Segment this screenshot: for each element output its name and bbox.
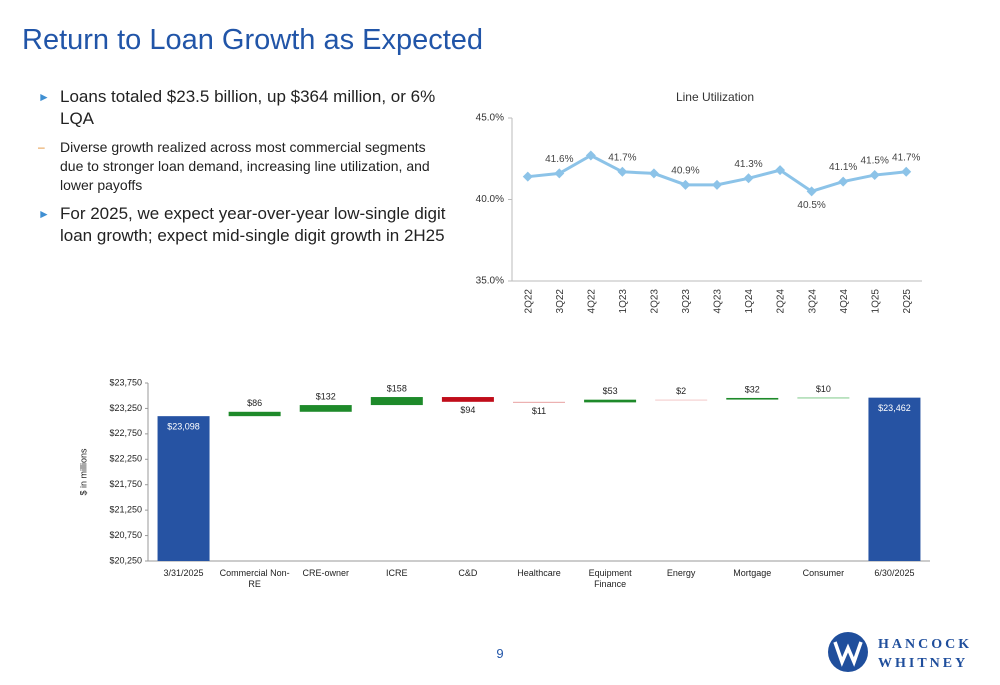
x-tick-label: CRE-owner	[302, 568, 349, 578]
data-label: 41.7%	[608, 152, 636, 163]
data-label: 41.5%	[861, 156, 889, 167]
point	[680, 179, 691, 190]
y-tick-label: $23,250	[109, 403, 142, 413]
point	[743, 173, 754, 184]
bar	[655, 399, 708, 401]
bar	[441, 397, 494, 402]
x-tick-label: 4Q23	[713, 289, 724, 314]
logo-w	[833, 641, 863, 667]
chart-title: Line Utilization	[676, 90, 754, 104]
data-label: 41.3%	[734, 159, 762, 170]
x-tick-label: 4Q22	[586, 289, 597, 314]
data-label: 41.6%	[545, 154, 573, 165]
logo-text: WHITNEY	[878, 656, 969, 671]
x-tick-label: Mortgage	[733, 568, 772, 578]
data-label: $86	[247, 398, 262, 408]
x-tick-label: Commercial Non-RE	[219, 568, 290, 589]
x-tick-label: ICRE	[386, 568, 408, 578]
x-tick-label: C&D	[458, 568, 478, 578]
y-tick-label: 35.0%	[476, 276, 504, 287]
bar	[726, 397, 779, 400]
point	[775, 165, 786, 176]
data-label: $158	[387, 383, 407, 393]
x-tick-label: 3Q23	[681, 289, 692, 314]
data-label: $94	[460, 405, 475, 415]
x-tick-label: Energy	[666, 568, 696, 578]
x-tick-label: 2Q23	[650, 289, 661, 314]
bar	[797, 397, 850, 399]
point	[554, 168, 565, 179]
point	[648, 168, 659, 179]
data-label: $11	[532, 406, 546, 416]
page-number: 9	[496, 646, 504, 661]
y-tick-label: $21,250	[109, 505, 142, 515]
point	[585, 150, 596, 161]
y-tick-label: 40.0%	[476, 194, 504, 205]
x-tick-label: 3/31/2025	[163, 568, 204, 578]
bullet-list: Loans totaled $23.5 billion, up $364 mil…	[38, 86, 448, 255]
y-tick-label: 45.0%	[476, 113, 504, 124]
point	[806, 186, 817, 197]
data-label: $32	[745, 384, 760, 394]
bar	[513, 401, 565, 403]
sub-bullet: Diverse growth realized across most comm…	[38, 138, 448, 195]
bar	[868, 397, 921, 561]
y-tick-label: $21,750	[109, 479, 142, 489]
data-label: $23,098	[167, 422, 200, 432]
bar	[584, 399, 637, 403]
x-tick-label: 1Q25	[870, 289, 881, 314]
y-axis-title: $ in millions	[78, 448, 88, 496]
slide-title: Return to Loan Growth as Expected	[22, 24, 484, 56]
bar	[299, 405, 352, 412]
data-label: 41.1%	[829, 162, 857, 173]
data-label: $2	[676, 386, 686, 396]
data-label: $10	[816, 384, 831, 394]
bar	[370, 397, 423, 406]
y-tick-label: $23,750	[109, 377, 142, 387]
point	[617, 166, 628, 177]
y-tick-label: $20,750	[109, 530, 142, 540]
x-tick-label: 2Q22	[523, 289, 534, 314]
point	[522, 171, 533, 182]
y-tick-label: $22,250	[109, 454, 142, 464]
point	[869, 170, 880, 181]
x-tick-label: 4Q24	[839, 289, 850, 314]
data-label: $132	[316, 391, 336, 401]
logo-text: HANCOCK	[878, 637, 973, 652]
data-label: 40.9%	[671, 165, 699, 176]
data-label: $23,462	[878, 403, 911, 413]
x-tick-label: 2Q25	[902, 289, 913, 314]
x-tick-label: Healthcare	[517, 568, 561, 578]
y-tick-label: $22,750	[109, 428, 142, 438]
data-label: $53	[603, 386, 618, 396]
x-tick-label: 1Q23	[618, 289, 629, 314]
bar	[228, 411, 281, 417]
x-tick-label: 1Q24	[744, 289, 755, 314]
data-label: 40.5%	[797, 200, 825, 211]
point	[712, 179, 722, 190]
x-tick-label: 3Q24	[807, 289, 818, 314]
x-tick-label: Consumer	[802, 568, 845, 578]
bullet: For 2025, we expect year-over-year low-s…	[38, 203, 448, 247]
x-tick-label: 3Q22	[555, 289, 566, 314]
x-tick-label: 2Q24	[776, 289, 787, 314]
bar	[157, 416, 210, 561]
point	[901, 166, 912, 177]
x-tick-label: Equipment Finance	[588, 568, 632, 589]
bullet: Loans totaled $23.5 billion, up $364 mil…	[38, 86, 448, 130]
x-tick-label: 6/30/2025	[874, 568, 915, 578]
y-tick-label: $20,250	[109, 555, 142, 565]
point	[838, 176, 849, 187]
data-label: 41.7%	[892, 152, 920, 163]
